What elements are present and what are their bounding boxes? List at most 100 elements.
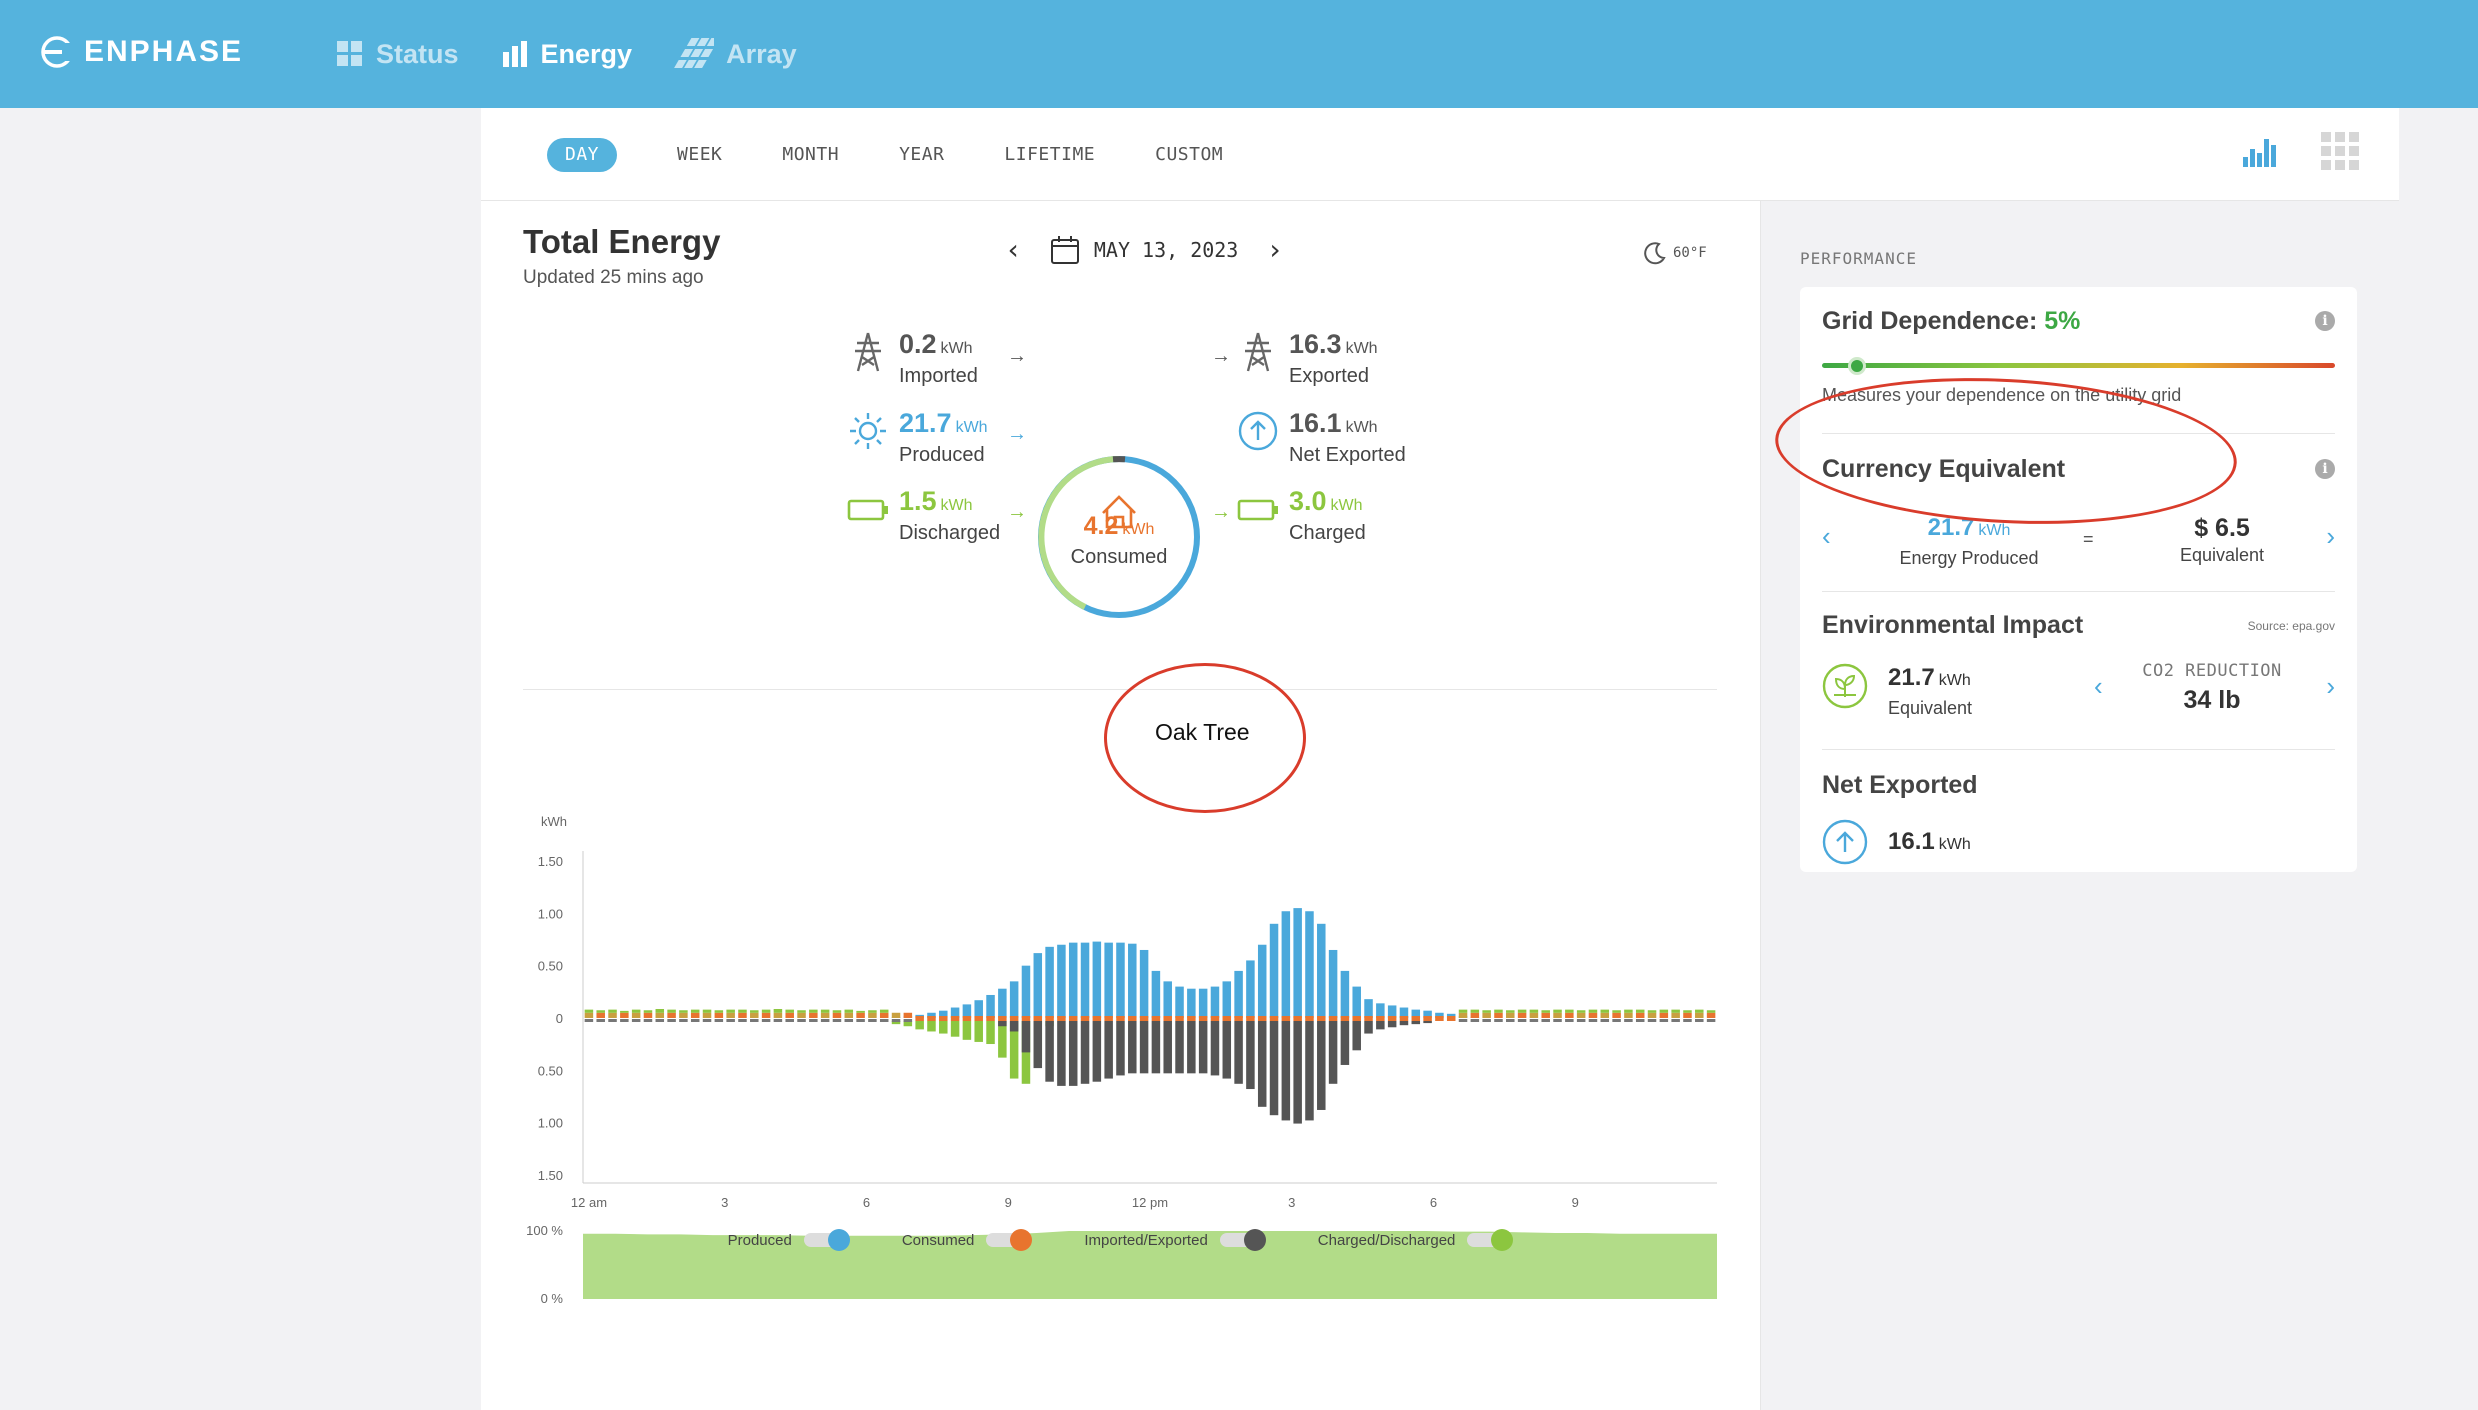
imported-bar xyxy=(714,1019,724,1022)
exported-bar xyxy=(1198,1021,1208,1074)
bar-chart-icon xyxy=(502,41,527,67)
view-toggle xyxy=(2197,132,2359,175)
produced-bar xyxy=(1021,965,1031,1018)
imported-bar xyxy=(596,1019,605,1022)
imported-bar xyxy=(891,1019,901,1022)
legend-imported-exported[interactable]: Imported/Exported xyxy=(1084,1229,1266,1251)
environment-next-button[interactable]: › xyxy=(2326,671,2335,701)
next-date-button[interactable]: › xyxy=(1266,233,1284,266)
chart-view-button[interactable] xyxy=(2241,133,2277,174)
panels-icon xyxy=(674,38,715,68)
charged-discharged-toggle[interactable] xyxy=(1467,1229,1514,1251)
prev-date-button[interactable]: ‹ xyxy=(1005,233,1022,266)
enphase-logo[interactable]: ENPHASE xyxy=(40,30,243,74)
imported-bar xyxy=(1588,1019,1598,1022)
consumed-bar xyxy=(655,1012,665,1018)
current-date[interactable]: MAY 13, 2023 xyxy=(1093,237,1239,262)
produced-bar xyxy=(998,988,1007,1018)
tab-custom[interactable]: CUSTOM xyxy=(1155,144,1224,165)
legend-charged-discharged[interactable]: Charged/Discharged xyxy=(1318,1229,1514,1251)
produced-bar xyxy=(1352,986,1361,1018)
nav-status-label: Status xyxy=(376,38,459,69)
consumed-toggle[interactable] xyxy=(986,1229,1033,1251)
charged-bar xyxy=(679,1010,688,1013)
nav-status[interactable]: Status xyxy=(336,39,459,70)
top-bar: ENPHASE Status Energy Array xyxy=(0,0,2478,108)
currency-next-button[interactable]: › xyxy=(2326,521,2335,551)
consumed-bar xyxy=(1151,1016,1161,1021)
legend-produced[interactable]: Produced xyxy=(728,1229,850,1251)
bar-chart-icon xyxy=(2243,139,2276,167)
legend-consumed[interactable]: Consumed xyxy=(902,1229,1033,1251)
exported-bar xyxy=(1328,1021,1338,1084)
consumed-bar xyxy=(667,1012,676,1018)
consumed-bar xyxy=(1293,1016,1302,1021)
imported-exported-toggle[interactable] xyxy=(1219,1229,1266,1251)
nav-energy[interactable]: Energy xyxy=(501,39,632,70)
consumed-bar xyxy=(1482,1012,1491,1018)
info-icon[interactable]: i xyxy=(2315,311,2335,331)
tab-year[interactable]: YEAR xyxy=(899,144,945,165)
oak-tree-annotation xyxy=(1104,663,1306,813)
consumed-bar xyxy=(643,1012,653,1018)
produced-label: Produced xyxy=(899,444,985,466)
imported-bar xyxy=(655,1019,665,1022)
consumed-bar xyxy=(844,1012,854,1018)
imported-summary: 0.2 kWh Imported xyxy=(847,329,978,388)
consumed-bar xyxy=(1104,1016,1113,1021)
equals-sign: = xyxy=(2083,529,2094,549)
tab-day[interactable]: DAY xyxy=(547,138,618,172)
currency-prev-button[interactable]: ‹ xyxy=(1822,521,1831,551)
produced-toggle[interactable] xyxy=(803,1229,850,1251)
produced-bar xyxy=(1057,944,1066,1018)
consumed-bar xyxy=(714,1012,724,1018)
consumed-bar xyxy=(1529,1012,1539,1018)
imported-bar xyxy=(1683,1019,1692,1022)
consumed-bar xyxy=(761,1012,771,1018)
imported-bar xyxy=(820,1019,830,1022)
environment-prev-button[interactable]: ‹ xyxy=(2094,671,2103,701)
y-tick-label: 0 xyxy=(556,1011,563,1026)
charged-bar xyxy=(1695,1009,1704,1013)
charged-bar xyxy=(1458,1009,1468,1013)
consumed-bar xyxy=(1281,1016,1291,1021)
imported-bar xyxy=(1529,1019,1539,1022)
tab-lifetime[interactable]: LIFETIME xyxy=(1004,144,1096,165)
discharged-bar xyxy=(939,1021,948,1034)
tab-month[interactable]: MONTH xyxy=(782,144,840,165)
exported-bar xyxy=(1210,1021,1220,1076)
consumed-bar xyxy=(738,1012,747,1018)
consumed-bar xyxy=(726,1012,735,1018)
consumed-bar xyxy=(702,1012,712,1018)
consumed-bar xyxy=(1163,1016,1172,1021)
charged-bar xyxy=(655,1008,665,1013)
exported-bar xyxy=(1317,1021,1326,1110)
produced-summary: 21.7 kWh Produced xyxy=(847,408,988,467)
grid-view-button[interactable] xyxy=(2321,132,2359,175)
tab-week[interactable]: WEEK xyxy=(677,144,723,165)
calendar-icon[interactable] xyxy=(1050,235,1080,265)
exported-bar xyxy=(1352,1021,1361,1051)
charged-bar xyxy=(1470,1009,1480,1013)
produced-bar xyxy=(1104,942,1113,1018)
exported-bar xyxy=(1411,1021,1421,1025)
imported-bar xyxy=(1553,1019,1562,1022)
produced-bar xyxy=(1128,943,1137,1018)
nav-array[interactable]: Array xyxy=(674,37,797,71)
charged-bar xyxy=(1706,1010,1716,1013)
date-navigator: ‹ MAY 13, 2023 › xyxy=(977,233,1311,266)
grid-dependence-section: Grid Dependence: 5% i Measures your depe… xyxy=(1822,307,2335,427)
info-icon[interactable]: i xyxy=(2315,459,2335,479)
charged-bar xyxy=(620,1010,629,1013)
imported-bar xyxy=(1659,1019,1669,1022)
consumed-bar xyxy=(1446,1016,1456,1021)
consumed-bar xyxy=(1139,1016,1149,1021)
imported-bar xyxy=(785,1019,794,1022)
consumed-bar xyxy=(1435,1016,1444,1021)
produced-bar xyxy=(1305,911,1314,1018)
exported-bar xyxy=(1234,1021,1243,1084)
consumed-bar xyxy=(1387,1016,1397,1021)
imported-bar xyxy=(761,1019,771,1022)
brand-name: ENPHASE xyxy=(84,35,244,68)
produced-bar xyxy=(1246,960,1255,1018)
